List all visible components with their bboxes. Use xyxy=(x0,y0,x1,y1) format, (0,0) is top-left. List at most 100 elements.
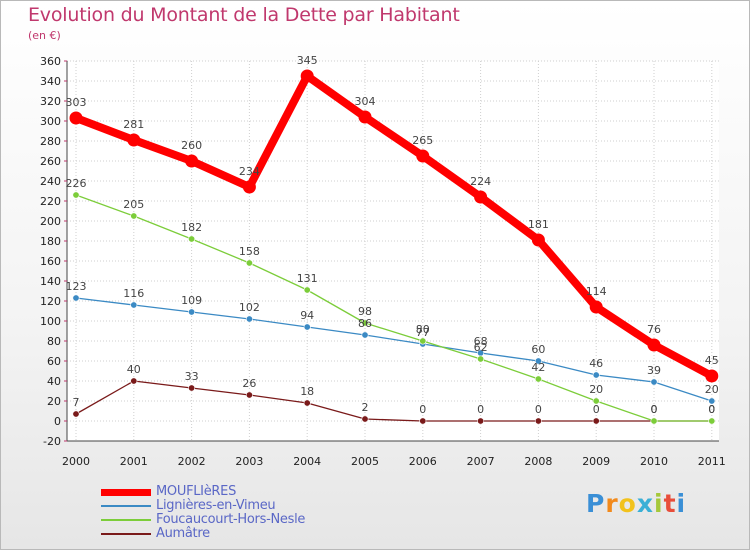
data-label: 109 xyxy=(181,294,202,307)
data-label: 18 xyxy=(300,385,314,398)
data-point xyxy=(534,375,542,383)
data-point xyxy=(534,357,542,365)
data-point xyxy=(300,69,314,83)
data-point xyxy=(188,308,196,316)
data-point xyxy=(127,133,141,147)
data-label: 20 xyxy=(705,383,719,396)
data-label: 45 xyxy=(705,354,719,367)
data-label: 102 xyxy=(239,301,260,314)
data-point xyxy=(592,397,600,405)
data-point xyxy=(592,417,600,425)
logo-letter: t xyxy=(663,489,677,518)
data-label: 304 xyxy=(355,95,376,108)
data-label: 0 xyxy=(708,403,715,416)
data-point xyxy=(188,384,196,392)
data-label: 40 xyxy=(127,363,141,376)
x-tick-label: 2009 xyxy=(582,455,610,468)
data-label: 234 xyxy=(239,165,260,178)
x-tick-label: 2002 xyxy=(178,455,206,468)
data-point xyxy=(358,110,372,124)
y-tick-label: 340 xyxy=(40,75,61,88)
data-label: 265 xyxy=(412,134,433,147)
data-point xyxy=(361,415,369,423)
logo-letter: r xyxy=(605,489,619,518)
chart-subtitle: (en €) xyxy=(28,29,61,42)
series-layer xyxy=(69,69,719,425)
data-point xyxy=(589,300,603,314)
legend-label: Aumâtre xyxy=(156,526,210,541)
legend-swatch xyxy=(101,519,151,521)
y-tick-label: 80 xyxy=(47,335,61,348)
y-tick-label: 320 xyxy=(40,95,61,108)
chart-title: Evolution du Montant de la Dette par Hab… xyxy=(28,4,460,26)
y-tick-label: 60 xyxy=(47,355,61,368)
x-tick-label: 2003 xyxy=(235,455,263,468)
data-label: 39 xyxy=(647,364,661,377)
y-tick-label: 360 xyxy=(40,55,61,68)
logo-letter: i xyxy=(654,489,664,518)
data-point xyxy=(650,378,658,386)
x-tick-label: 2001 xyxy=(120,455,148,468)
label-layer: 1231161091029486776860463920226205182158… xyxy=(66,54,719,416)
data-label: 62 xyxy=(474,341,488,354)
x-tick-label: 2011 xyxy=(698,455,726,468)
data-point xyxy=(245,391,253,399)
data-label: 281 xyxy=(123,118,144,131)
data-label: 0 xyxy=(593,403,600,416)
data-point xyxy=(592,371,600,379)
data-point xyxy=(708,397,716,405)
logo-letter: x xyxy=(636,489,654,518)
data-label: 86 xyxy=(358,317,372,330)
data-label: 0 xyxy=(535,403,542,416)
data-point xyxy=(416,149,430,163)
x-tick-label: 2010 xyxy=(640,455,668,468)
data-label: 0 xyxy=(708,403,715,416)
data-point xyxy=(72,191,80,199)
data-label: 260 xyxy=(181,139,202,152)
x-tick-label: 2005 xyxy=(351,455,379,468)
legend-swatch xyxy=(101,488,151,496)
data-label: 0 xyxy=(651,403,658,416)
data-label: 114 xyxy=(586,285,607,298)
y-tick-label: 240 xyxy=(40,175,61,188)
data-label: 226 xyxy=(66,177,87,190)
x-tick-label: 2000 xyxy=(62,455,90,468)
x-tick-label: 2004 xyxy=(293,455,321,468)
y-tick-label: 280 xyxy=(40,135,61,148)
y-tick-label: 140 xyxy=(40,275,61,288)
data-point xyxy=(474,190,488,204)
data-point xyxy=(708,417,716,425)
data-point xyxy=(69,111,83,125)
data-label: 42 xyxy=(531,361,545,374)
series-line-2 xyxy=(75,194,713,422)
y-tick-label: 220 xyxy=(40,195,61,208)
legend-label: Lignières-en-Vimeu xyxy=(156,498,276,513)
data-label: 76 xyxy=(647,323,661,336)
legend-label: Foucaucourt-Hors-Nesle xyxy=(156,512,306,527)
data-point xyxy=(185,154,199,168)
axis-layer: -200204060801001201401601802002202402602… xyxy=(40,55,726,468)
data-label: 205 xyxy=(123,198,144,211)
legend-label: MOUFLIèRES xyxy=(156,484,237,499)
x-tick-label: 2008 xyxy=(524,455,552,468)
y-tick-label: 160 xyxy=(40,255,61,268)
logo-letter: i xyxy=(676,489,687,518)
data-point xyxy=(72,410,80,418)
data-label: 131 xyxy=(297,272,318,285)
data-point xyxy=(531,233,545,247)
data-label: 345 xyxy=(297,54,318,67)
data-point xyxy=(361,319,369,327)
y-tick-label: 120 xyxy=(40,295,61,308)
series-line-0 xyxy=(72,72,716,380)
data-point xyxy=(650,417,658,425)
data-label: 224 xyxy=(470,175,491,188)
x-tick-label: 2006 xyxy=(409,455,437,468)
data-label: 80 xyxy=(416,323,430,336)
y-tick-label: 20 xyxy=(47,395,61,408)
data-label: 2 xyxy=(362,401,369,414)
series-line-1 xyxy=(75,297,713,402)
data-point xyxy=(188,235,196,243)
data-point xyxy=(242,180,256,194)
data-label: 94 xyxy=(300,309,314,322)
